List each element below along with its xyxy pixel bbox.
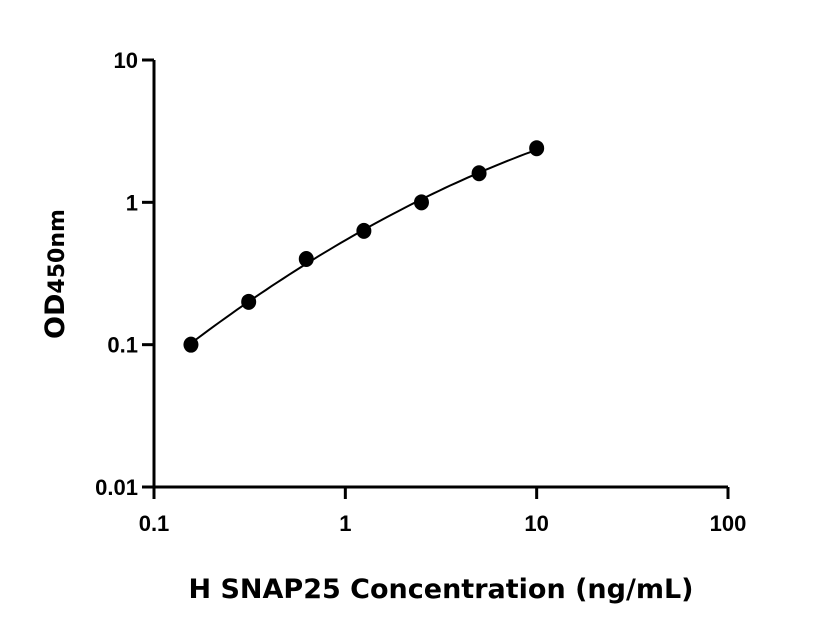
y-tick-label: 10: [114, 48, 138, 73]
data-point: [298, 250, 314, 267]
y-axis-label-sub: 450nm: [45, 209, 70, 294]
y-tick-label: 1: [126, 190, 138, 215]
y-tick-label: 0.01: [95, 475, 138, 500]
data-point: [471, 165, 487, 182]
data-point: [413, 194, 429, 211]
y-tick-label: 0.1: [107, 333, 138, 358]
x-tick-label: 1: [339, 511, 351, 536]
y-axis-label: OD450nm: [40, 209, 71, 339]
y-axis-label-main: OD: [40, 294, 71, 339]
data-point: [241, 293, 257, 310]
x-tick-label: 10: [524, 511, 548, 536]
data-point: [183, 336, 199, 353]
x-tick-label: 100: [710, 511, 747, 536]
data-points: [183, 140, 545, 353]
data-point: [529, 140, 545, 157]
data-point: [356, 222, 372, 239]
x-axis-label: H SNAP25 Concentration (ng/mL): [188, 574, 693, 605]
x-tick-label: 0.1: [139, 511, 170, 536]
fit-curve: [190, 148, 538, 345]
